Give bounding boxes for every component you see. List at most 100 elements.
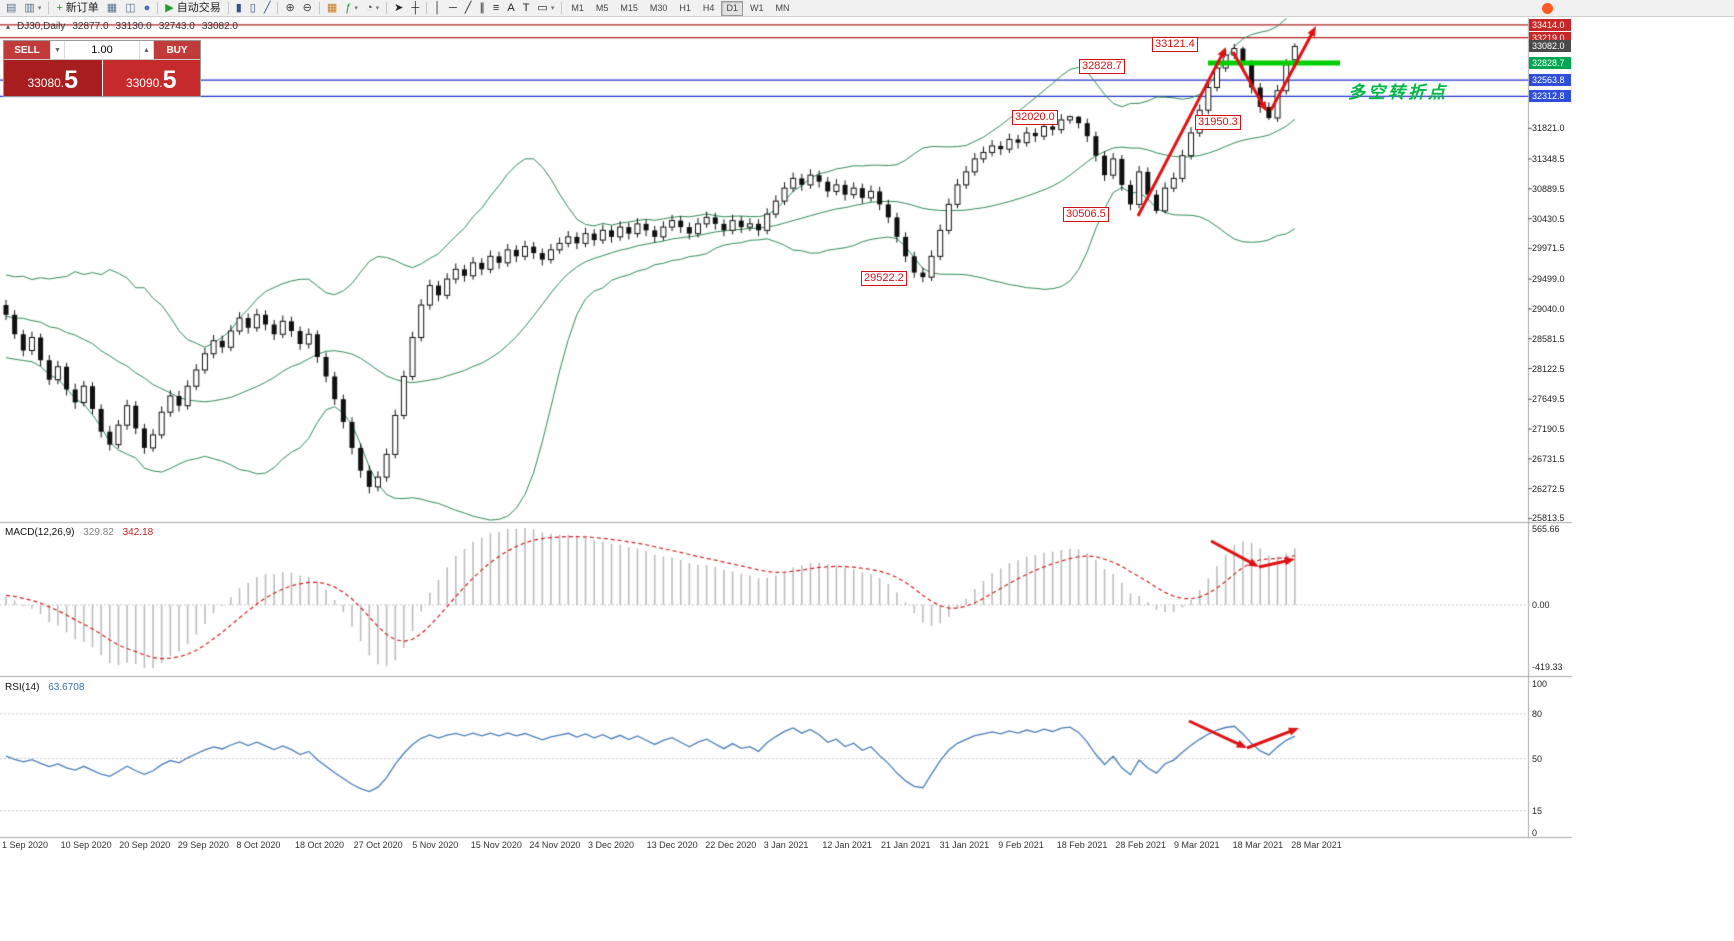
dropdown-caret-icon: ▾ — [37, 5, 42, 12]
volume-input[interactable] — [65, 41, 139, 59]
text-button[interactable]: A — [503, 1, 518, 16]
price-annotation[interactable]: 29522.2 — [861, 271, 907, 286]
crosshair-icon: ┼ — [411, 1, 420, 14]
bar-chart-button[interactable]: ▮ — [232, 1, 246, 16]
time-axis-label: 3 Dec 2020 — [588, 840, 635, 850]
chart-canvas[interactable] — [0, 18, 1574, 856]
candlestick-chart-icon: ▯ — [249, 1, 256, 14]
trendline-button[interactable]: ╱ — [461, 1, 476, 16]
auto-trading-button-label: 自动交易 — [176, 1, 221, 14]
zoom-in-icon: ⊕ — [285, 1, 295, 14]
time-axis-label: 29 Sep 2020 — [177, 840, 229, 850]
time-axis-label: 9 Feb 2021 — [998, 840, 1044, 850]
channel-button[interactable]: ∥ — [475, 1, 489, 16]
crosshair-button[interactable]: ┼ — [407, 1, 423, 16]
time-axis-label: 9 Mar 2021 — [1174, 840, 1220, 850]
chart-profiles-button[interactable]: ▥ ▾ — [20, 1, 45, 16]
volume-decrease-button[interactable]: ▼ — [50, 41, 65, 59]
indicators-button[interactable]: ƒ ▾ — [341, 1, 362, 16]
time-axis-label: 10 Sep 2020 — [60, 840, 112, 850]
time-axis-label: 22 Dec 2020 — [705, 840, 757, 850]
price-axis-label: 29499.0 — [1532, 274, 1565, 285]
new-chart-icon: ▤ — [6, 1, 17, 14]
market-watch-icon: ▦ — [106, 1, 118, 14]
volume-increase-button[interactable]: ▲ — [139, 41, 154, 59]
trendline-icon: ╱ — [464, 1, 472, 14]
new-order-button-label: 新订单 — [65, 1, 99, 14]
buy-button[interactable]: BUY — [154, 41, 200, 59]
timeframe-h1-button[interactable]: H1 — [679, 2, 691, 13]
time-axis-label: 12 Jan 2021 — [822, 840, 872, 850]
toolbar-separator — [157, 2, 159, 14]
macd-axis-label: 565.66 — [1532, 524, 1560, 534]
shapes-button[interactable]: ▭ ▾ — [533, 1, 558, 16]
new-order-button[interactable]: + 新订单 — [52, 1, 102, 16]
toolbar-separator — [318, 2, 320, 14]
navigator-button[interactable]: ● — [140, 1, 155, 16]
time-axis-label: 1 Sep 2020 — [2, 840, 49, 850]
price-axis-label: 26272.5 — [1532, 483, 1565, 494]
macd-value: 329.82 — [83, 527, 114, 538]
price-axis-marker: 32828.7 — [1529, 56, 1571, 69]
price-axis-label: 31348.5 — [1532, 154, 1565, 165]
timeframe-d1-button[interactable]: D1 — [721, 0, 743, 16]
oneclick-toggle-icon[interactable]: ▴ — [6, 22, 11, 31]
price-axis-label: 28122.5 — [1532, 363, 1565, 374]
buy-price-button[interactable]: 33090. 5 — [102, 60, 200, 96]
fibonacci-icon: ≡ — [492, 1, 500, 14]
time-axis-label: 21 Jan 2021 — [881, 840, 931, 850]
price-annotation[interactable]: 33121.4 — [1152, 37, 1198, 52]
chart-note-text[interactable]: 多空转折点 — [1348, 83, 1448, 102]
timeframe-m1-button[interactable]: M1 — [571, 2, 584, 13]
price-annotation[interactable]: 32020.0 — [1012, 110, 1058, 125]
timeframe-mn-button[interactable]: MN — [775, 2, 790, 13]
timeframe-m15-button[interactable]: M15 — [620, 2, 638, 13]
zoom-in-button[interactable]: ⊕ — [281, 1, 298, 16]
toolbar-separator — [48, 2, 50, 14]
vertical-line-button[interactable]: │ — [430, 1, 445, 16]
timeframe-w1-button[interactable]: W1 — [749, 2, 764, 13]
auto-trading-button[interactable]: ▶ 自动交易 — [161, 1, 224, 16]
periods-button[interactable]: ◔ ▾ — [362, 1, 383, 16]
horizontal-line-icon: ─ — [449, 1, 457, 14]
fibonacci-button[interactable]: ≡ — [489, 1, 503, 16]
toolbar-separator — [386, 2, 388, 14]
timeframe-m30-button[interactable]: M30 — [649, 2, 668, 13]
toolbar: ▤ ▥ ▾ + 新订单 ▦ ◫ ● ▶ 自动交易 ▮ ▯ ╱ ⊕ ⊖ ▦ ƒ ▾ ◔ ▾ ➤ ┼ │ ─ ╱ ∥ ≡ A T ▭ ▾ M1 M5… — [0, 0, 1734, 17]
data-window-icon: ◫ — [125, 1, 136, 14]
zoom-out-button[interactable]: ⊖ — [299, 1, 316, 16]
bar-chart-icon: ▮ — [235, 1, 242, 14]
candlestick-chart-button[interactable]: ▯ — [246, 1, 260, 16]
grid-button[interactable]: ▦ — [323, 1, 341, 16]
data-window-button[interactable]: ◫ — [121, 1, 139, 16]
notification-dot-icon[interactable] — [1542, 3, 1553, 14]
symbol-header: ▴ DJ30,Daily 32877.0 33130.0 32743.0 330… — [6, 21, 238, 32]
new-chart-button[interactable]: ▤ — [2, 1, 20, 16]
text-label-button[interactable]: T — [519, 1, 534, 16]
new-order-plus-icon: + — [56, 1, 63, 14]
price-axis-marker: 33414.0 — [1529, 18, 1571, 31]
rsi-name: RSI(14) — [5, 682, 40, 693]
line-chart-button[interactable]: ╱ — [260, 1, 275, 16]
indicators-icon: ƒ — [345, 1, 352, 14]
time-axis-label: 28 Feb 2021 — [1115, 840, 1166, 850]
text-label-icon: T — [522, 1, 530, 14]
cursor-button[interactable]: ➤ — [390, 1, 407, 16]
price-axis-marker: 33082.0 — [1529, 40, 1571, 53]
market-watch-button[interactable]: ▦ — [103, 1, 121, 16]
grid-icon: ▦ — [326, 1, 338, 14]
price-annotation[interactable]: 31950.3 — [1195, 115, 1241, 130]
text-icon: A — [507, 1, 515, 14]
one-click-trade-panel: SELL ▼ ▲ BUY 33080.5 33090.5 — [3, 40, 201, 97]
timeframe-h4-button[interactable]: H4 — [702, 2, 715, 13]
sell-price-button[interactable]: 33080. 5 — [4, 60, 102, 96]
price-annotation[interactable]: 30506.5 — [1063, 207, 1109, 222]
time-axis-label: 18 Mar 2021 — [1232, 840, 1284, 850]
macd-signal-value: 342.18 — [122, 527, 154, 538]
horizontal-line-button[interactable]: ─ — [445, 1, 461, 16]
toolbar-separator — [227, 2, 229, 14]
sell-button[interactable]: SELL — [4, 41, 50, 59]
price-annotation[interactable]: 32828.7 — [1079, 59, 1125, 74]
timeframe-m5-button[interactable]: M5 — [595, 2, 609, 13]
